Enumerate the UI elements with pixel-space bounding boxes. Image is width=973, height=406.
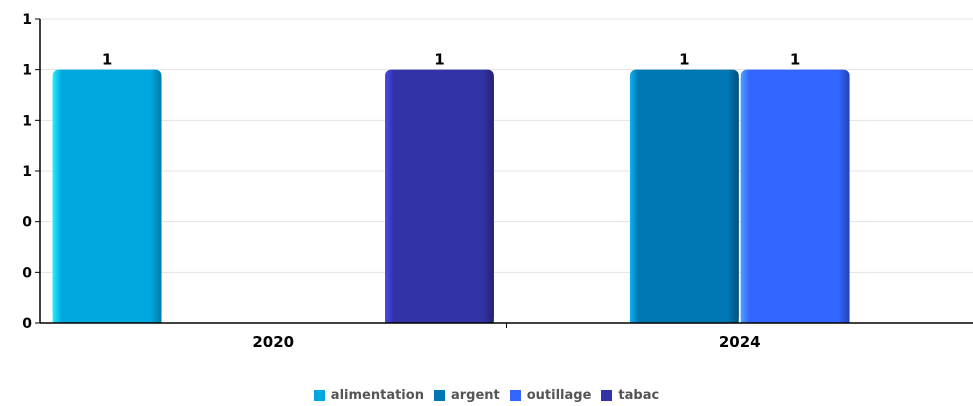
bars <box>52 69 850 324</box>
y-tick-label: 1 <box>22 12 32 28</box>
legend: alimentation argent outillage tabac <box>0 388 973 403</box>
legend-item-argent[interactable]: argent <box>433 388 500 403</box>
legend-item-outillage[interactable]: outillage <box>509 388 592 403</box>
legend-label: alimentation <box>330 388 424 403</box>
bar-body-alimentation-2020 <box>52 77 162 324</box>
y-tick-label: 1 <box>22 63 32 79</box>
y-tick-label: 1 <box>22 164 32 180</box>
x-tick-label: 2020 <box>252 333 294 351</box>
legend-swatch <box>313 390 325 401</box>
data-label: 1 <box>102 51 112 69</box>
data-label: 1 <box>790 51 800 69</box>
bar-body-outillage-2024 <box>740 77 850 324</box>
bar-body-tabac-2020 <box>385 77 494 324</box>
labels: 0 0 0 1 1 1 1 2020 2024 1 1 1 1 <box>22 12 800 351</box>
data-label: 1 <box>679 51 689 69</box>
bar-body-argent-2024 <box>629 77 739 324</box>
y-tick-label: 1 <box>22 113 32 129</box>
legend-label: outillage <box>526 388 592 403</box>
y-tick-label: 0 <box>22 265 32 281</box>
y-tick-label: 0 <box>22 215 32 231</box>
legend-swatch <box>433 390 445 401</box>
legend-label: tabac <box>618 388 660 403</box>
legend-swatch <box>509 390 521 401</box>
legend-item-tabac[interactable]: tabac <box>601 388 659 403</box>
legend-swatch <box>601 390 613 401</box>
axes <box>35 18 973 328</box>
y-tick-label: 0 <box>22 316 32 332</box>
legend-item-alimentation[interactable]: alimentation <box>313 388 424 403</box>
legend-label: argent <box>450 388 500 403</box>
bar-chart: 0 0 0 1 1 1 1 2020 2024 1 1 1 1 <box>22 12 973 351</box>
x-tick-label: 2024 <box>719 333 761 351</box>
data-label: 1 <box>434 51 444 69</box>
